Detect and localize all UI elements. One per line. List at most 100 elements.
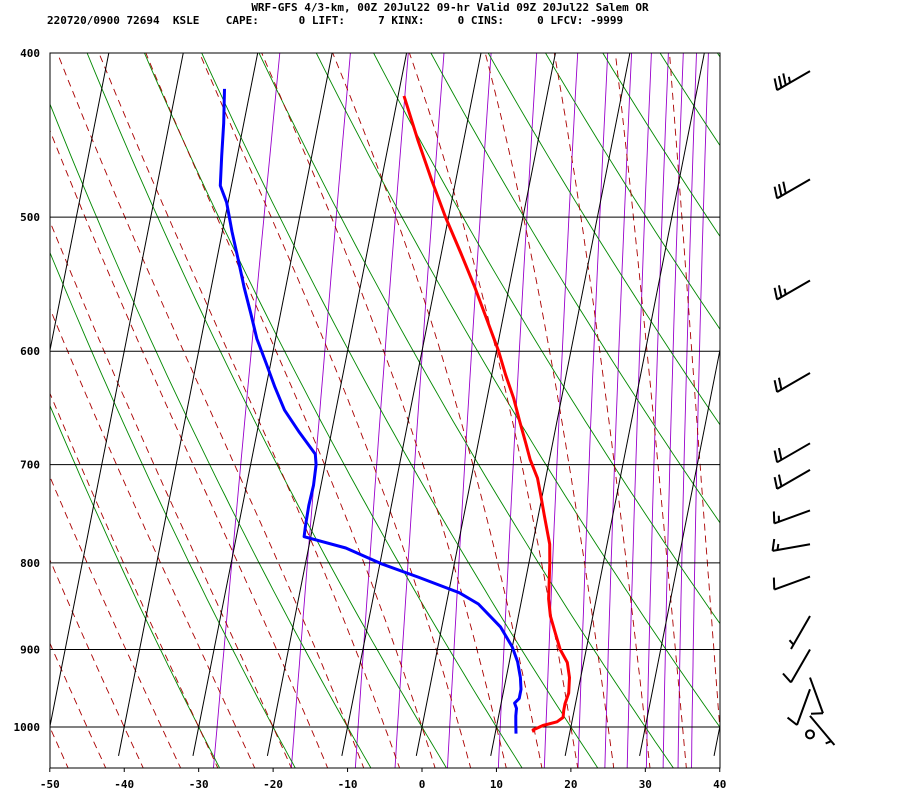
wind-barb <box>773 469 811 490</box>
isotherm-line <box>50 53 184 729</box>
wind-barb <box>773 70 811 92</box>
plot-frame <box>49 52 721 769</box>
temperature-line <box>402 95 571 733</box>
x-tick-label: 10 <box>490 778 503 791</box>
isotherm-line <box>50 53 110 353</box>
y-tick-label: 700 <box>20 459 40 472</box>
wind-barb-flag <box>782 73 787 86</box>
mixing-ratio-line <box>577 53 609 768</box>
mixing-ratio-line <box>662 53 684 768</box>
wind-barb-staff <box>809 677 824 714</box>
wind-barb <box>773 372 811 393</box>
wind-barb <box>786 688 811 726</box>
wind-barb <box>772 509 811 525</box>
wind-barb-staff <box>776 372 811 393</box>
wind-barb-flag <box>771 538 776 551</box>
mixing-ratio-line <box>394 53 445 768</box>
x-tick-label: 0 <box>419 778 426 791</box>
profile-lines <box>218 88 571 734</box>
isotherm-line <box>341 53 482 756</box>
wind-barb-staff <box>772 543 811 552</box>
chart-title: WRF-GFS 4/3-km, 00Z 20Jul22 09-hr Valid … <box>251 1 649 14</box>
calm-wind-circle <box>805 729 815 740</box>
wind-barb-half-flag <box>776 543 780 551</box>
x-tick-label: -10 <box>338 778 358 791</box>
moist-adiabat-line <box>261 53 507 768</box>
wind-barb-flag <box>773 78 779 91</box>
background-lines <box>0 34 720 770</box>
moist-adiabat-line <box>332 53 543 768</box>
dry-adiabat-line <box>487 53 720 426</box>
dry-adiabat-line <box>716 53 720 58</box>
moist-adiabat-line <box>50 642 107 768</box>
wind-barb <box>782 648 811 684</box>
wind-barb-flag <box>777 285 783 298</box>
mixing-ratio-line <box>543 53 579 768</box>
y-tick-label: 600 <box>20 345 40 358</box>
dewpoint-line <box>218 88 523 734</box>
y-tick-label: 400 <box>20 47 40 60</box>
isotherm-line <box>490 53 631 756</box>
dry-adiabat-line <box>258 53 674 768</box>
wind-barb-flag <box>773 476 779 490</box>
moist-adiabat-line <box>408 53 579 768</box>
wind-barb-half-flag <box>788 639 795 646</box>
wind-barb-staff <box>776 442 811 464</box>
isotherm-line <box>564 53 705 756</box>
wind-barb-flag <box>777 75 783 88</box>
wind-barb <box>809 715 836 746</box>
mixing-ratio-line <box>691 53 709 768</box>
isotherm-line <box>639 347 720 756</box>
moist-adiabat-line <box>50 475 182 768</box>
wind-barb-flag <box>777 183 783 197</box>
wind-barb <box>809 677 824 715</box>
moist-adiabat-line <box>50 220 292 768</box>
dry-adiabat-line <box>430 53 720 524</box>
wind-barb-flag <box>773 287 779 300</box>
wind-barb-staff <box>773 575 811 591</box>
moist-adiabat-line <box>0 34 31 770</box>
mixing-ratio-line <box>447 53 492 768</box>
moist-adiabat-line <box>56 53 365 768</box>
moist-adiabat-line <box>484 53 615 768</box>
wind-barb-flag <box>782 181 787 194</box>
wind-barb-flag <box>777 474 783 487</box>
dry-adiabat-line <box>50 404 221 768</box>
x-tick-label: -20 <box>263 778 283 791</box>
dry-adiabat-line <box>50 251 296 768</box>
wind-barb <box>773 178 811 200</box>
wind-barb-flag <box>773 380 779 393</box>
x-tick-label: 20 <box>564 778 577 791</box>
x-axis-ticks: -50 -40 -30 -20 -10 0 10 20 30 40 <box>40 768 726 791</box>
wind-barb-flag <box>777 377 783 390</box>
mixing-ratio-line <box>290 53 351 768</box>
wind-barb-half-flag <box>787 76 792 83</box>
wind-barb <box>773 442 811 464</box>
wind-barb-flag <box>782 672 792 684</box>
moist-adiabat-line <box>50 726 69 768</box>
wind-barb-staff <box>790 615 811 650</box>
y-tick-label: 1000 <box>14 721 41 734</box>
dry-adiabat-line <box>50 102 372 768</box>
moist-adiabat-line <box>145 53 436 768</box>
moist-adiabat-line <box>50 558 144 768</box>
dry-adiabat-line <box>544 53 720 331</box>
wind-barb-staff <box>796 688 811 726</box>
moist-adiabat-line <box>50 307 256 768</box>
chart-stats-line: 220720/0900 72694 KSLE CAPE: 0 LIFT: 7 K… <box>47 14 623 27</box>
moist-adiabat-line <box>50 392 219 768</box>
dry-adiabat-line <box>373 53 720 625</box>
dry-adiabat-line <box>201 53 599 768</box>
x-tick-label: 40 <box>713 778 726 791</box>
moist-adiabat-line <box>669 53 720 737</box>
grid-lines <box>50 53 720 756</box>
mixing-ratio-line <box>677 53 697 768</box>
x-tick-label: -30 <box>189 778 209 791</box>
x-tick-label: -50 <box>40 778 60 791</box>
isotherm-line <box>266 53 408 756</box>
mixing-ratio-line <box>645 53 669 768</box>
wind-barb-half-flag <box>783 288 787 295</box>
wind-barb-staff <box>776 70 811 92</box>
wind-barb-flag <box>773 450 779 463</box>
